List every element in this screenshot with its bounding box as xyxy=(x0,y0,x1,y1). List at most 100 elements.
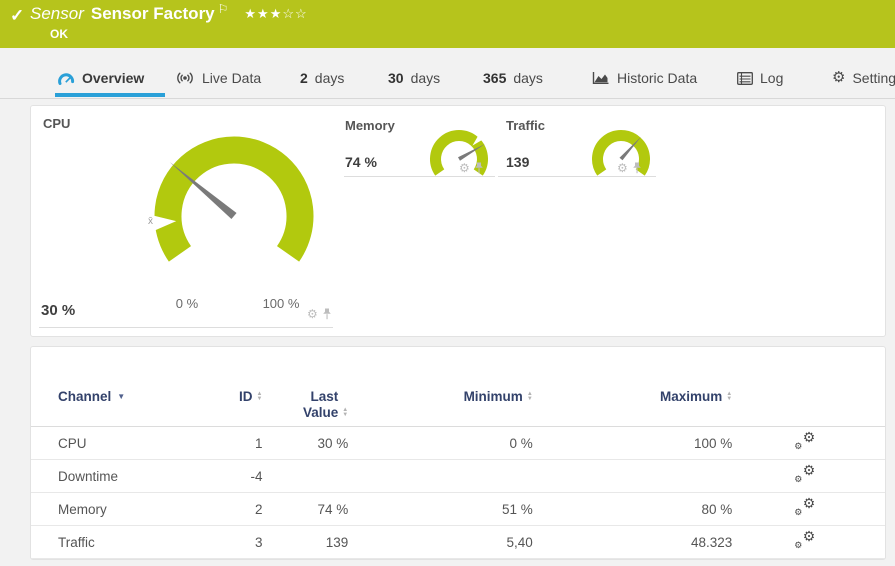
priority-stars[interactable]: ★★★☆☆ xyxy=(244,6,307,22)
column-header-minimum-label: Minimum xyxy=(463,389,523,404)
tab-30-days-label: days xyxy=(410,70,441,86)
gauges-panel: CPU x̄ 0 % 100 % 30 % ⚙ Memory 74 % ⚙ xyxy=(30,105,886,337)
active-tab-underline xyxy=(55,93,165,97)
column-header-id-label: ID xyxy=(239,389,253,404)
settings-gear-icon: ⚙ xyxy=(832,69,846,86)
status-ok-check-icon: ✓ xyxy=(10,6,25,25)
column-header-channel-label: Channel xyxy=(58,389,112,404)
tab-log-label: Log xyxy=(760,70,784,86)
cell-id: 3 xyxy=(254,534,263,550)
column-header-maximum[interactable]: Maximum ▲ ▼ xyxy=(533,389,732,405)
tab-365-days[interactable]: 365 days xyxy=(483,62,543,94)
sensor-header: ✓ Sensor Sensor Factory ⚐ ★★★☆☆ OK xyxy=(0,0,895,48)
channel-settings-icon[interactable]: ⚙ ⚙ xyxy=(794,495,816,517)
cell-last-value: 30 % xyxy=(317,435,349,451)
traffic-gauge xyxy=(592,130,650,176)
table-row-cpu[interactable]: CPU 1 30 % 0 % 100 % ⚙ ⚙ xyxy=(31,427,885,460)
sort-icon[interactable]: ▲ ▼ xyxy=(526,391,533,403)
pin-icon[interactable] xyxy=(474,162,484,174)
cell-id: 1 xyxy=(254,435,263,451)
traffic-gauge-needle xyxy=(619,136,642,161)
table-row-memory[interactable]: Memory 2 74 % 51 % 80 % ⚙ ⚙ xyxy=(31,493,885,526)
channel-table-panel: Channel ▼ ID ▲ ▼ Last Value ▲ ▼ Minimum ▲ ▼ Max… xyxy=(30,346,886,560)
cell-channel: Memory xyxy=(58,501,107,517)
historic-chart-icon xyxy=(592,71,610,85)
column-header-id[interactable]: ID ▲ ▼ xyxy=(208,389,263,405)
column-header-channel[interactable]: Channel ▼ xyxy=(58,389,208,405)
cell-last-value: 74 % xyxy=(317,501,349,517)
sort-desc-icon[interactable]: ▼ xyxy=(117,392,126,402)
cell-channel: Downtime xyxy=(58,468,119,484)
cell-channel: Traffic xyxy=(58,534,95,550)
cell-minimum: 0 % xyxy=(509,435,533,451)
memory-gauge-needle xyxy=(458,144,485,161)
tab-bar: Overview Live Data 2 days 30 days 365 da… xyxy=(0,48,895,99)
column-header-last-value-label: Last Value xyxy=(303,389,339,420)
column-header-last-value[interactable]: Last Value ▲ ▼ xyxy=(262,389,348,421)
tab-live-data[interactable]: Live Data xyxy=(175,62,261,94)
cpu-gauge-value: 30 % xyxy=(41,302,76,319)
tab-historic-data[interactable]: Historic Data xyxy=(592,62,697,94)
divider xyxy=(344,176,495,177)
pin-icon[interactable] xyxy=(322,308,332,320)
cell-maximum: 48.323 xyxy=(690,534,733,550)
cpu-gauge-toolbar: ⚙ xyxy=(307,308,332,320)
gauge-icon xyxy=(57,71,75,86)
tab-2-days-number: 2 xyxy=(300,70,308,86)
cell-id: 2 xyxy=(254,501,263,517)
table-row-downtime[interactable]: Downtime -4 ⚙ ⚙ xyxy=(31,460,885,493)
tab-2-days[interactable]: 2 days xyxy=(300,62,344,94)
channel-settings-icon[interactable]: ⚙ ⚙ xyxy=(794,429,816,451)
sort-icon[interactable]: ▲ ▼ xyxy=(256,391,263,403)
table-header-row: Channel ▼ ID ▲ ▼ Last Value ▲ ▼ Minimum ▲ ▼ Max… xyxy=(31,347,885,427)
tab-2-days-label: days xyxy=(314,70,345,86)
pin-icon[interactable] xyxy=(632,162,642,174)
cell-last-value: 139 xyxy=(325,534,349,550)
cpu-gauge: x̄ xyxy=(148,136,314,262)
tab-log[interactable]: Log xyxy=(737,62,783,94)
tab-365-days-label: days xyxy=(513,70,543,86)
cpu-scale-max: 100 % xyxy=(262,296,300,311)
memory-gauge xyxy=(430,130,488,176)
cpu-gauge-needle xyxy=(169,162,237,220)
tab-overview[interactable]: Overview xyxy=(57,62,144,94)
tab-settings-label: Settings xyxy=(852,70,895,86)
channel-settings-icon[interactable]: ⚙ ⚙ xyxy=(794,462,816,484)
channel-settings-icon[interactable]: ⚙ ⚙ xyxy=(794,528,816,550)
gauge-settings-gear-icon[interactable]: ⚙ xyxy=(617,161,628,175)
tab-live-data-label: Live Data xyxy=(202,70,262,86)
tab-30-days[interactable]: 30 days xyxy=(388,62,440,94)
log-list-icon xyxy=(737,71,753,85)
cell-minimum: 51 % xyxy=(501,501,533,517)
divider xyxy=(39,327,333,328)
average-marker: x̄ xyxy=(148,216,153,227)
traffic-gauge-title: Traffic xyxy=(506,118,546,133)
memory-gauge-toolbar: ⚙ xyxy=(459,162,484,174)
memory-gauge-value: 74 % xyxy=(345,154,377,170)
tab-historic-data-label: Historic Data xyxy=(617,70,698,86)
cell-maximum: 100 % xyxy=(693,435,733,451)
gauge-settings-gear-icon[interactable]: ⚙ xyxy=(459,161,470,175)
tab-overview-label: Overview xyxy=(82,70,145,86)
divider xyxy=(498,176,656,177)
table-row-traffic[interactable]: Traffic 3 139 5,40 48.323 ⚙ ⚙ xyxy=(31,526,885,559)
cpu-gauge-title: CPU xyxy=(43,116,71,131)
cell-minimum: 5,40 xyxy=(506,534,533,550)
tab-settings[interactable]: ⚙ Settings xyxy=(832,62,895,94)
tab-365-days-number: 365 xyxy=(483,70,507,86)
flag-icon[interactable]: ⚐ xyxy=(217,2,229,16)
object-kind-label: Sensor xyxy=(30,4,84,23)
sort-icon[interactable]: ▲ ▼ xyxy=(726,391,733,403)
average-notch xyxy=(472,134,484,146)
gauge-settings-gear-icon[interactable]: ⚙ xyxy=(307,307,318,321)
stars-empty[interactable]: ☆☆ xyxy=(282,6,308,21)
sort-icon[interactable]: ▲ ▼ xyxy=(342,407,349,418)
column-header-maximum-label: Maximum xyxy=(660,389,723,404)
cell-id: -4 xyxy=(250,468,263,484)
column-header-minimum[interactable]: Minimum ▲ ▼ xyxy=(348,389,533,405)
stars-filled[interactable]: ★★★ xyxy=(244,6,283,21)
page-title: Sensor Factory xyxy=(90,4,215,23)
traffic-gauge-value: 139 xyxy=(506,154,530,170)
memory-gauge-title: Memory xyxy=(345,118,395,133)
